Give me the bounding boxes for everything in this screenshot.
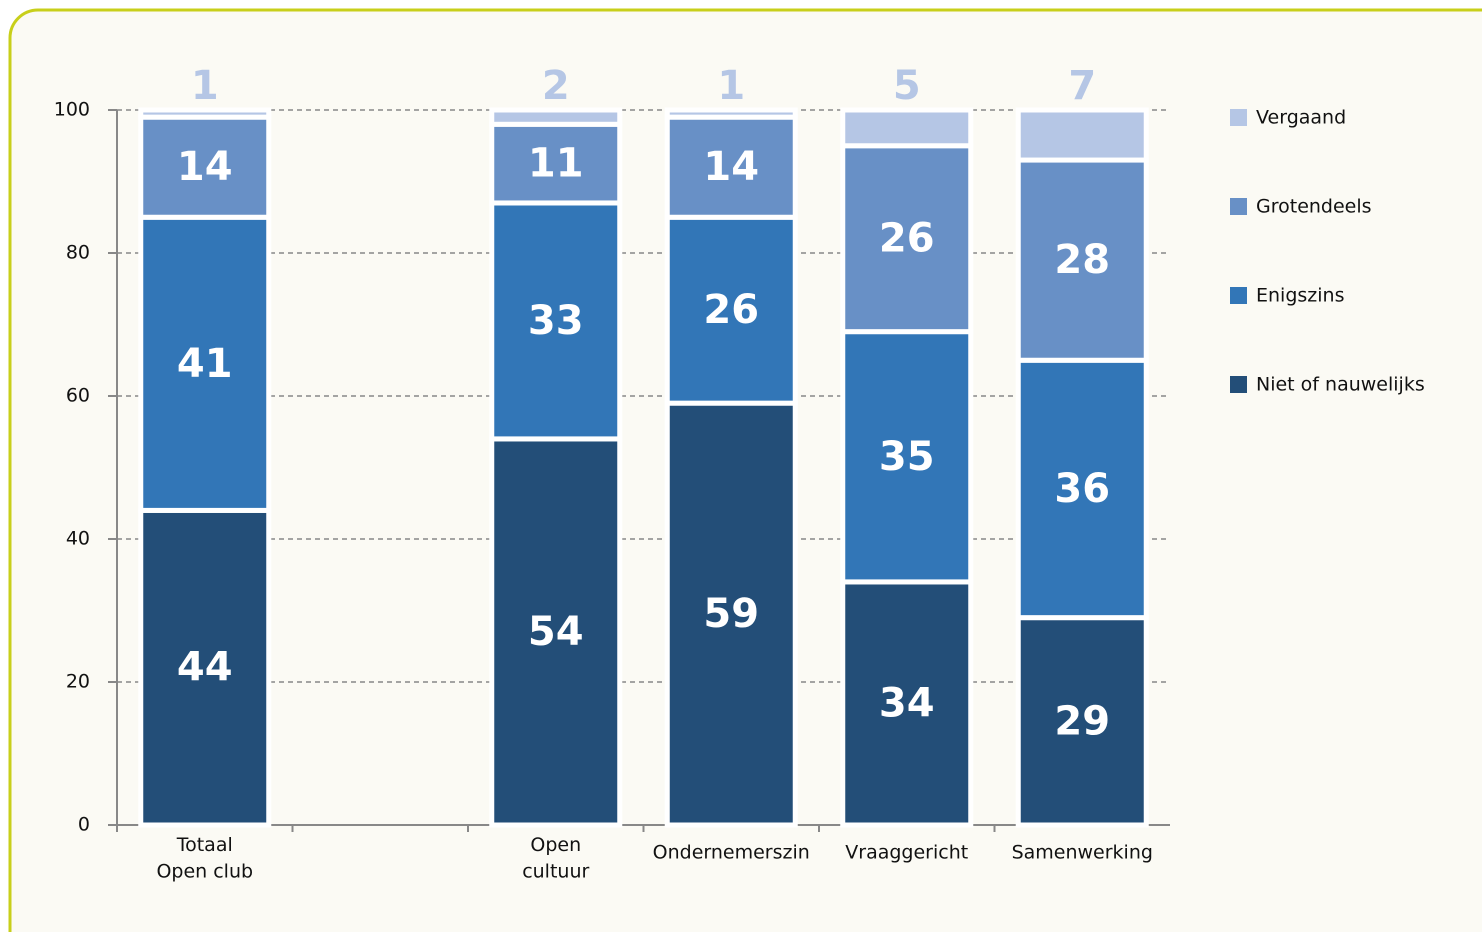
- value-label: 41: [177, 341, 233, 387]
- y-tick-label: 40: [66, 528, 90, 550]
- value-label: 1: [191, 63, 219, 109]
- legend-label: Niet of nauwelijks: [1256, 374, 1425, 396]
- value-label: 44: [177, 645, 233, 691]
- value-label: 33: [528, 298, 584, 344]
- y-tick-label: 80: [66, 242, 90, 264]
- value-label: 59: [703, 591, 759, 637]
- value-label: 5: [893, 63, 921, 109]
- bar-segment: [843, 110, 971, 146]
- value-label: 2: [542, 63, 570, 109]
- value-label: 14: [177, 144, 233, 190]
- legend-label: Vergaand: [1256, 107, 1346, 129]
- value-label: 54: [528, 609, 584, 655]
- value-label: 11: [528, 141, 584, 187]
- legend-label: Grotendeels: [1256, 196, 1372, 218]
- value-label: 1: [717, 63, 745, 109]
- value-label: 28: [1054, 237, 1110, 283]
- legend-swatch: [1230, 109, 1247, 126]
- legend-label: Enigszins: [1256, 285, 1344, 307]
- x-tick-label: Samenwerking: [1012, 842, 1153, 864]
- x-tick-label: Vraaggericht: [845, 842, 968, 864]
- value-label: 14: [703, 144, 759, 190]
- bar-segment: [1018, 110, 1146, 160]
- y-tick-label: 0: [78, 814, 90, 836]
- value-label: 36: [1054, 466, 1110, 512]
- legend-swatch: [1230, 376, 1247, 393]
- value-label: 26: [879, 216, 935, 262]
- value-label: 34: [879, 680, 935, 726]
- bar-segment: [492, 110, 620, 124]
- legend-swatch: [1230, 198, 1247, 215]
- y-tick-label: 60: [66, 385, 90, 407]
- bar-segment: [141, 110, 269, 117]
- value-label: 35: [879, 434, 935, 480]
- legend-swatch: [1230, 287, 1247, 304]
- x-tick-label: Ondernemerszin: [653, 842, 810, 864]
- value-label: 26: [703, 287, 759, 333]
- chart: 020406080100TotaalOpen club4441141Opencu…: [0, 0, 1482, 932]
- bar-segment: [667, 110, 795, 117]
- value-label: 7: [1068, 63, 1096, 109]
- value-label: 29: [1054, 698, 1110, 744]
- y-tick-label: 20: [66, 671, 90, 693]
- y-tick-label: 100: [54, 99, 90, 121]
